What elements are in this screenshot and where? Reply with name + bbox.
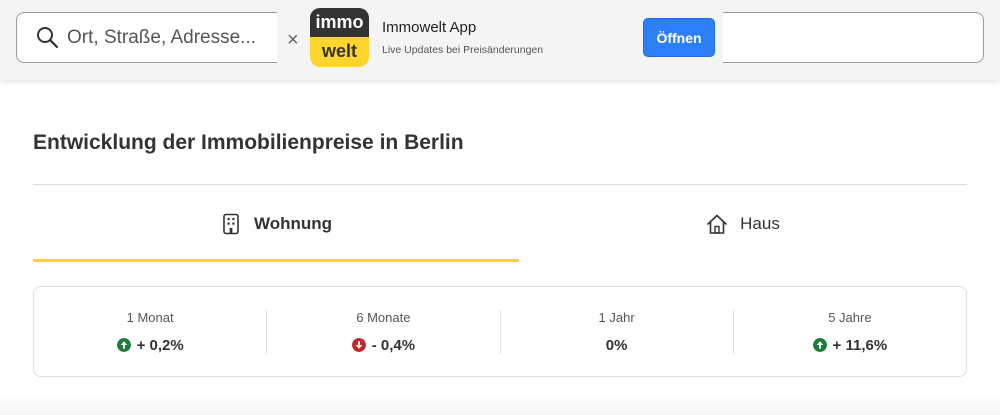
building-icon — [223, 213, 239, 235]
stat-1-monat: 1 Monat + 0,2% — [34, 310, 266, 354]
open-app-button[interactable]: Öffnen — [643, 18, 715, 57]
top-header: Ort, Straße, Adresse... × immo welt Immo… — [0, 0, 1000, 80]
divider — [33, 184, 967, 185]
stat-period: 1 Monat — [126, 309, 174, 325]
search-icon — [37, 27, 59, 49]
arrow-up-icon — [116, 338, 131, 352]
immowelt-logo: immo welt — [310, 8, 369, 67]
search-placeholder: Ort, Straße, Adresse... — [67, 27, 257, 48]
tab-haus[interactable]: Haus — [519, 212, 967, 262]
stat-value-row: 0% — [606, 337, 628, 354]
stat-value: 0% — [605, 336, 628, 354]
stat-value-row: + 0,2% — [116, 336, 184, 354]
stat-value-row: - 0,4% — [351, 336, 416, 354]
app-install-banner: × immo welt Immowelt App Live Updates be… — [277, 0, 723, 80]
tab-label: Wohnung — [253, 214, 333, 233]
arrow-down-icon — [351, 338, 366, 352]
app-title: Immowelt App — [382, 19, 477, 36]
stat-period: 1 Jahr — [598, 309, 635, 325]
close-icon[interactable]: × — [287, 29, 299, 51]
stat-value: + 11,6% — [832, 336, 888, 354]
stat-1-jahr: 1 Jahr 0% — [499, 309, 733, 354]
stat-period: 6 Monate — [356, 309, 411, 325]
price-stats-box: 1 Monat + 0,2% 6 Monate - 0,4% 1 Jahr 0%… — [33, 286, 967, 377]
stat-period: 5 Jahre — [828, 309, 872, 325]
house-icon — [707, 214, 727, 234]
tab-wohnung[interactable]: Wohnung — [33, 212, 519, 262]
section-title: Entwicklung der Immobilienpreise in Berl… — [33, 131, 464, 154]
stat-value: - 0,4% — [371, 336, 416, 354]
stat-5-jahre: 5 Jahre + 11,6% — [732, 309, 966, 354]
tab-label: Haus — [740, 214, 780, 233]
stat-value-row: + 11,6% — [812, 336, 888, 354]
logo-bottom-text: welt — [310, 37, 369, 67]
app-subtitle: Live Updates bei Preisänderungen — [382, 44, 544, 56]
page-bottom-edge — [0, 393, 1000, 415]
stat-value: + 0,2% — [136, 336, 184, 354]
stat-6-monate: 6 Monate - 0,4% — [266, 309, 499, 354]
logo-top-text: immo — [310, 8, 369, 37]
arrow-up-icon — [812, 338, 827, 352]
